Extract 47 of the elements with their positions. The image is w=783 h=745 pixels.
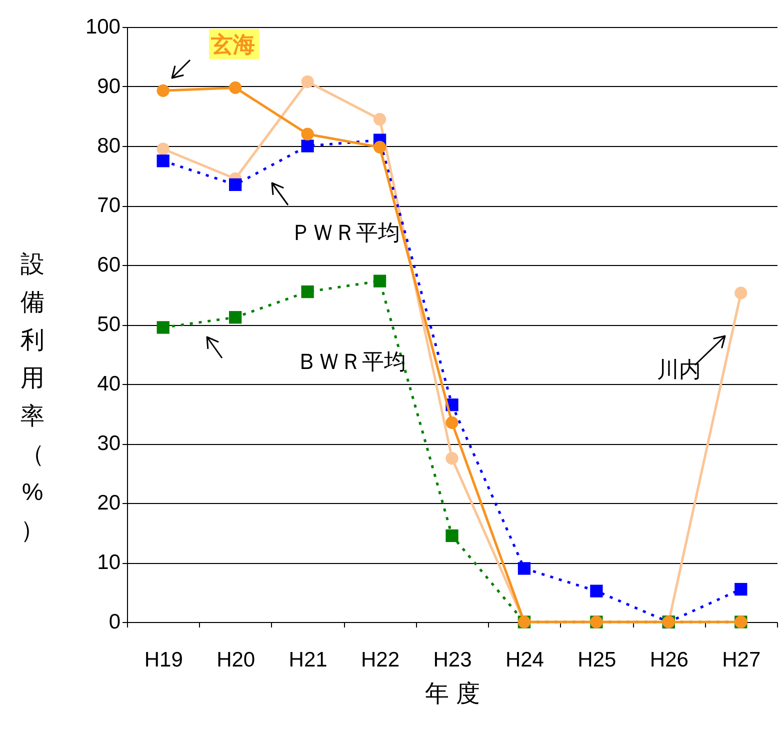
point bbox=[156, 142, 170, 156]
x-tick-label: H27 bbox=[722, 648, 761, 672]
point bbox=[229, 178, 242, 191]
x-tick-label: H19 bbox=[144, 648, 183, 672]
y-tick-label: 30 bbox=[97, 432, 120, 455]
series-label: ＢＷＲ平均 bbox=[296, 349, 406, 374]
x-tick-label: H22 bbox=[361, 648, 400, 672]
x-tick-label: H23 bbox=[433, 648, 472, 672]
point bbox=[518, 562, 531, 575]
point bbox=[156, 321, 170, 334]
point bbox=[590, 584, 603, 598]
point bbox=[734, 286, 748, 300]
point bbox=[301, 140, 314, 152]
y-tick-label: 40 bbox=[97, 372, 120, 396]
y-tick-label: 80 bbox=[97, 134, 120, 158]
y-tick-label: 0 bbox=[108, 610, 120, 634]
series-label: ＰＷＲ平均 bbox=[290, 220, 400, 245]
point bbox=[446, 416, 458, 429]
y-tick-label: 60 bbox=[97, 254, 120, 276]
point bbox=[373, 274, 386, 288]
point bbox=[156, 154, 170, 168]
point bbox=[301, 128, 314, 140]
x-tick-label: H21 bbox=[288, 648, 328, 672]
series-label: 玄海 bbox=[210, 32, 255, 57]
point bbox=[301, 285, 314, 298]
x-tick-label: H24 bbox=[505, 648, 544, 672]
point bbox=[373, 112, 386, 126]
point bbox=[156, 84, 170, 97]
x-tick-label: H20 bbox=[216, 648, 256, 672]
y-axis-title: 設備利用率（%） bbox=[20, 251, 44, 544]
y-tick-label: 100 bbox=[85, 16, 120, 38]
y-tick-label: 10 bbox=[97, 551, 120, 574]
point bbox=[301, 75, 314, 88]
point bbox=[373, 140, 386, 154]
y-tick-label: 20 bbox=[97, 492, 120, 514]
y-tick-label: 90 bbox=[97, 75, 120, 98]
x-axis-title: 年 度 bbox=[425, 680, 480, 708]
point bbox=[229, 311, 242, 324]
point bbox=[734, 582, 748, 596]
x-tick-label: H26 bbox=[650, 648, 688, 672]
x-tick-label: H25 bbox=[578, 648, 616, 672]
y-tick-label: 70 bbox=[97, 194, 120, 217]
y-tick-label: 50 bbox=[97, 313, 120, 336]
series-label: 川内 bbox=[657, 357, 701, 382]
point bbox=[229, 81, 242, 94]
point bbox=[446, 529, 458, 542]
point bbox=[446, 452, 458, 465]
